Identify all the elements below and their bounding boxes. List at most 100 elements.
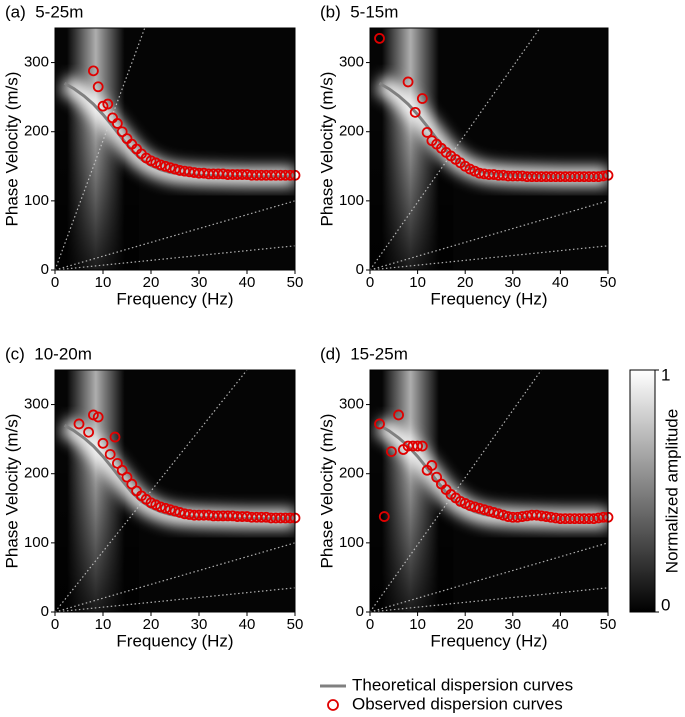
x-tick-label: 0 [366, 616, 374, 633]
plot-frame [54, 27, 296, 271]
plot-frame [369, 27, 609, 271]
x-tick-label: 20 [457, 616, 474, 633]
plot-frame [54, 369, 296, 613]
colorbar [629, 369, 656, 613]
legend-circle [327, 699, 339, 711]
observed-point [174, 507, 186, 518]
observed-point [474, 502, 485, 514]
x-tick-label: 40 [552, 274, 569, 291]
y-axis-label: Phase Velocity (m/s) [2, 72, 21, 227]
observed-point [169, 505, 181, 517]
y-tick-label: 200 [24, 465, 49, 482]
observed-point [402, 76, 414, 88]
panel-title: (c) 10-20m [5, 344, 92, 363]
plot-area [370, 28, 608, 270]
y-tick-label: 0 [356, 603, 364, 620]
y-axis-label: Phase Velocity (m/s) [317, 414, 336, 569]
observed-point [164, 162, 176, 174]
x-axis-label: Frequency (Hz) [430, 289, 547, 308]
y-tick-label: 100 [24, 192, 49, 209]
observed-point [109, 431, 121, 443]
observed-point [412, 440, 424, 452]
colorbar-label: Normalized amplitude [662, 409, 681, 573]
observed-point [102, 98, 114, 110]
observed-point [155, 159, 167, 171]
plot-area [55, 370, 295, 612]
x-axis-label: Frequency (Hz) [430, 631, 547, 650]
x-tick-label: 40 [239, 616, 256, 633]
reference-line [370, 28, 541, 270]
x-tick-label: 40 [239, 274, 256, 291]
x-tick-label: 20 [143, 274, 160, 291]
plot-area [370, 370, 608, 612]
x-axis-label: Frequency (Hz) [116, 289, 233, 308]
observed-point [497, 509, 509, 521]
y-tick-label: 0 [41, 261, 49, 278]
y-tick-label: 100 [339, 534, 364, 551]
observed-point [386, 446, 397, 457]
observed-point [374, 32, 385, 44]
observed-point [88, 65, 99, 77]
observed-point [421, 127, 433, 138]
observed-point [478, 504, 490, 516]
x-tick-label: 30 [191, 616, 208, 633]
x-tick-label: 0 [51, 616, 59, 633]
observed-point [393, 409, 404, 421]
y-tick-label: 200 [24, 123, 49, 140]
x-tick-label: 40 [552, 616, 569, 633]
observed-point [169, 163, 181, 175]
legend-label: Observed dispersion curves [352, 694, 563, 713]
y-tick-label: 100 [24, 534, 49, 551]
x-tick-label: 10 [95, 616, 112, 633]
colorbar-tick-label: 1 [661, 365, 670, 384]
observed-point [104, 448, 116, 460]
x-tick-label: 10 [95, 274, 112, 291]
y-axis-label: Phase Velocity (m/s) [317, 72, 336, 227]
observed-point [483, 505, 495, 517]
observed-point [73, 418, 85, 430]
x-tick-label: 20 [143, 616, 160, 633]
observed-point [97, 437, 109, 449]
observed-point [409, 106, 421, 118]
x-tick-label: 0 [366, 274, 374, 291]
reference-line [55, 28, 146, 270]
observed-point [469, 501, 481, 513]
plot-frame [369, 369, 609, 613]
x-tick-label: 10 [409, 616, 426, 633]
x-tick-label: 50 [600, 616, 617, 633]
observed-point [92, 411, 104, 423]
reference-line [370, 542, 608, 612]
y-tick-label: 300 [339, 54, 364, 71]
reference-line [55, 587, 295, 612]
x-tick-label: 30 [504, 274, 521, 291]
observed-point [159, 160, 171, 172]
colorbar-tick-label: 0 [661, 595, 670, 614]
legend-label: Theoretical dispersion curves [352, 675, 573, 694]
x-tick-label: 50 [287, 616, 304, 633]
panel-title: (d) 15-25m [320, 344, 408, 363]
reference-line [370, 200, 608, 270]
x-axis-label: Frequency (Hz) [116, 631, 233, 650]
y-tick-label: 300 [24, 396, 49, 413]
observed-point [426, 460, 438, 471]
observed-point [416, 93, 428, 104]
observed-point [374, 418, 385, 430]
observed-point [416, 440, 428, 452]
reference-line [55, 542, 295, 612]
observed-point [464, 500, 476, 511]
x-tick-label: 20 [457, 274, 474, 291]
plot-area [55, 28, 295, 270]
x-tick-label: 0 [51, 274, 59, 291]
x-tick-label: 50 [600, 274, 617, 291]
x-tick-label: 10 [409, 274, 426, 291]
observed-point [378, 511, 390, 522]
x-tick-label: 30 [504, 616, 521, 633]
reference-line [55, 200, 295, 270]
reference-line [370, 370, 542, 612]
panel-title: (b) 5-15m [320, 2, 398, 21]
y-axis-label: Phase Velocity (m/s) [2, 414, 21, 569]
observed-point [92, 81, 104, 93]
y-tick-label: 200 [339, 465, 364, 482]
observed-point [159, 502, 171, 514]
